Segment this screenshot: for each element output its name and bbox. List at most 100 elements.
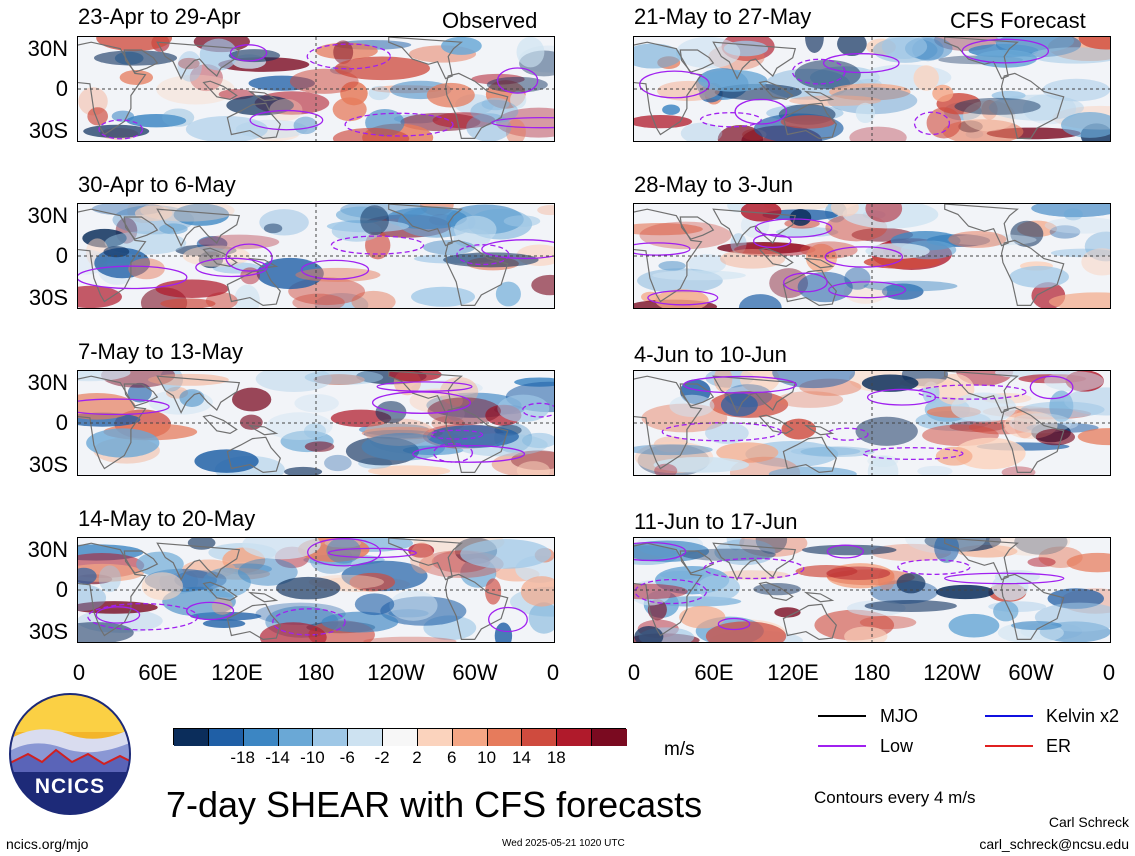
shear-anomaly [265, 412, 333, 441]
shear-anomaly [333, 40, 354, 64]
panel-title-left-4: 14-May to 20-May [78, 506, 256, 531]
shear-anomaly [173, 204, 230, 226]
shear-anomaly [494, 622, 513, 642]
low-contour [961, 38, 1050, 64]
low-contour [344, 112, 454, 137]
shear-anomaly [867, 455, 899, 468]
shear-anomaly [935, 584, 995, 600]
map-panel-observed-4 [77, 537, 555, 643]
colorbar-swatch [174, 729, 209, 746]
low-contour [521, 402, 554, 418]
low-contour [783, 272, 828, 293]
shear-anomaly [87, 107, 108, 126]
shear-map-observed-2 [78, 204, 554, 308]
shear-anomaly [826, 566, 891, 581]
shear-anomaly [1044, 371, 1104, 392]
low-contour [327, 547, 417, 559]
low-contour [300, 259, 370, 280]
shear-anomaly [634, 625, 664, 642]
shear-anomaly [128, 258, 165, 280]
shear-anomaly [877, 568, 895, 591]
shear-anomaly [292, 293, 345, 308]
coastline [679, 49, 715, 73]
shear-anomaly [634, 540, 710, 562]
shear-anomaly [321, 611, 399, 633]
low-contour [225, 243, 273, 272]
y-tick-0-1: 0 [55, 76, 68, 101]
shear-anomaly [528, 602, 554, 634]
coastline [782, 436, 837, 474]
shear-anomaly [177, 51, 202, 82]
shear-anomaly [441, 37, 482, 55]
coastline [803, 591, 835, 603]
shear-anomaly [284, 466, 323, 475]
x-tick-right-180: 180 [853, 660, 891, 685]
shear-anomaly [520, 576, 554, 607]
coastline [944, 371, 1019, 414]
shear-anomaly [865, 204, 903, 223]
coastline [803, 257, 835, 269]
shear-anomaly [881, 37, 928, 60]
y-tick-30s-1: 30S [28, 118, 68, 143]
shear-anomaly [304, 371, 384, 385]
shear-anomaly [409, 542, 434, 574]
shear-anomaly [975, 49, 1037, 68]
low-contour [429, 429, 484, 440]
coastline [803, 90, 835, 102]
shear-anomaly [679, 605, 726, 629]
low-contour [683, 375, 797, 394]
shear-anomaly [202, 619, 246, 628]
low-contour [1029, 375, 1074, 400]
coastline [444, 72, 509, 139]
shear-anomaly [162, 108, 195, 127]
shear-anomaly [256, 257, 324, 290]
shear-anomaly [386, 207, 467, 230]
legend-label-mjo: MJO [880, 706, 918, 726]
coastline [247, 257, 279, 269]
shear-anomaly [795, 565, 858, 578]
coastline [226, 269, 281, 307]
shear-anomaly [948, 230, 1007, 248]
shear-anomaly [503, 215, 541, 227]
shear-anomaly [865, 243, 930, 259]
legend-line-er [985, 745, 1033, 747]
coastline [156, 208, 241, 247]
colorbar-swatch [348, 729, 384, 746]
shear-anomaly [774, 607, 801, 618]
shear-anomaly [1030, 47, 1110, 64]
coastline [123, 216, 159, 240]
low-contour [917, 384, 1027, 400]
low-contour [791, 58, 846, 85]
shear-anomaly [361, 432, 446, 461]
colorbar-swatch [243, 729, 279, 746]
low-contour [754, 218, 833, 238]
coastline [712, 41, 797, 80]
shear-anomaly [239, 414, 263, 430]
shear-anomaly [932, 84, 954, 102]
shear-anomaly [705, 621, 787, 642]
shear-anomaly [375, 400, 407, 424]
shear-anomaly [849, 126, 907, 141]
low-contour [753, 233, 792, 249]
shear-anomaly [485, 578, 502, 605]
low-contour [634, 578, 707, 605]
shear-anomaly [755, 538, 788, 554]
shear-anomaly [802, 544, 897, 556]
low-contour [186, 601, 235, 621]
shear-anomaly [655, 289, 709, 308]
colorbar-tick-label: -2 [374, 748, 390, 767]
shear-anomaly [86, 428, 160, 458]
shear-anomaly [738, 294, 782, 308]
colorbar-swatch [417, 729, 453, 746]
low-contour [488, 606, 528, 633]
coastline [202, 80, 238, 101]
shear-anomaly [368, 85, 390, 101]
shear-anomaly [119, 70, 154, 85]
colorbar-tick-label: -14 [265, 748, 290, 767]
shear-anomaly [789, 209, 812, 226]
y-tick-30s-4: 30S [28, 619, 68, 644]
shear-map-forecast-4 [634, 538, 1110, 642]
coastline [1000, 239, 1065, 306]
low-contour [734, 98, 788, 125]
shear-anomaly [194, 449, 259, 473]
